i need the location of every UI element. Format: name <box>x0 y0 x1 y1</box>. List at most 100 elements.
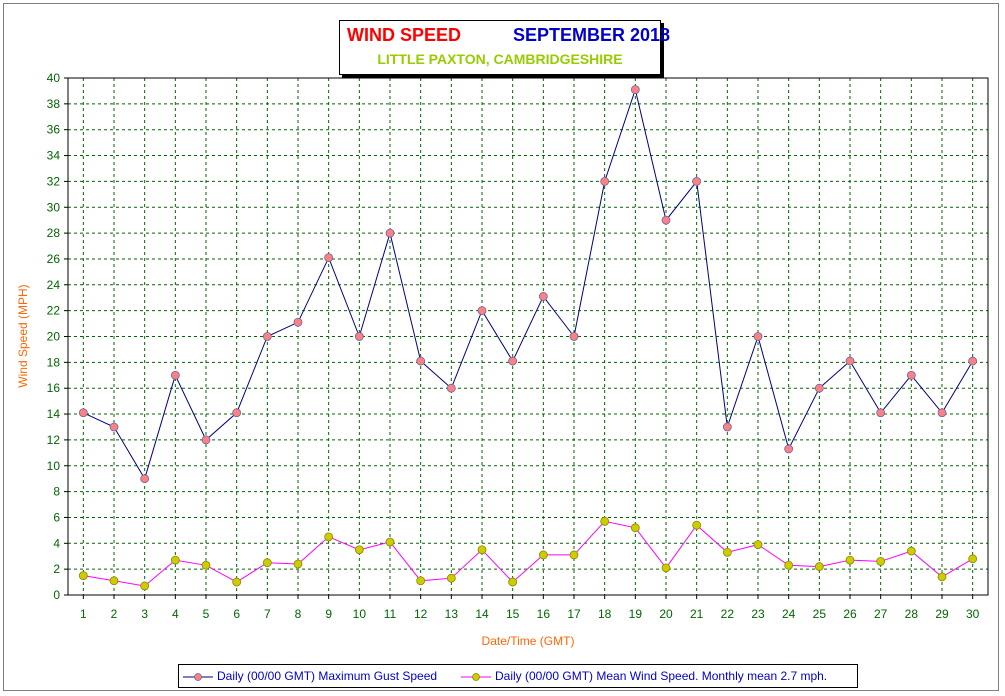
x-tick-label: 5 <box>203 607 210 621</box>
data-point-gust <box>201 435 211 445</box>
plot-area <box>68 78 988 595</box>
x-tick-labels: 1 2 3 4 5 6 7 8 9 10 11 12 13 14 15 16 17 18 19 20 21 22 23 24 2… <box>80 607 980 621</box>
data-point-mean <box>569 550 579 560</box>
legend-mean-label: Daily (00/00 GMT) Mean Wind Speed. Month… <box>495 669 828 683</box>
data-point-mean <box>416 576 426 586</box>
data-point-mean <box>293 559 303 569</box>
data-point-mean <box>508 577 518 587</box>
y-tick-label: 40 <box>47 71 61 85</box>
x-tick-label: 21 <box>690 607 704 621</box>
data-point-gust <box>416 356 426 366</box>
data-point-mean <box>538 550 548 560</box>
data-point-gust <box>569 332 579 341</box>
data-point-mean <box>385 537 395 547</box>
x-tick-label: 7 <box>264 607 271 621</box>
y-tick-label: 8 <box>53 485 60 499</box>
data-point-mean <box>692 520 702 530</box>
x-tick-label: 4 <box>172 607 179 621</box>
data-point-gust <box>170 370 180 380</box>
y-tick-label: 28 <box>47 226 61 240</box>
y-tick-label: 32 <box>47 174 61 188</box>
x-tick-label: 24 <box>782 607 796 621</box>
y-tick-label: 34 <box>47 149 61 163</box>
x-tick-label: 20 <box>659 607 673 621</box>
data-point-mean <box>753 540 763 549</box>
data-point-gust <box>937 408 947 418</box>
x-tick-label: 16 <box>537 607 551 621</box>
data-point-gust <box>906 370 916 380</box>
x-tick-label: 19 <box>629 607 643 621</box>
x-tick-label: 18 <box>598 607 612 621</box>
data-point-gust <box>876 408 886 418</box>
x-tick-label: 26 <box>843 607 857 621</box>
data-point-mean <box>109 576 119 586</box>
x-tick-label: 9 <box>325 607 332 621</box>
data-point-mean <box>906 546 916 556</box>
y-tick-label: 16 <box>47 381 61 395</box>
legend-mean-marker-icon <box>461 673 491 681</box>
x-tick-label: 25 <box>813 607 827 621</box>
data-point-mean <box>78 571 88 581</box>
data-point-mean <box>722 547 732 557</box>
y-tick-label: 14 <box>47 407 61 421</box>
data-point-mean <box>784 560 794 570</box>
y-tick-label: 38 <box>47 97 61 111</box>
y-tick-label: 4 <box>53 536 60 550</box>
x-tick-label: 2 <box>111 607 118 621</box>
x-tick-label: 3 <box>141 607 148 621</box>
axes <box>64 77 989 599</box>
y-tick-label: 12 <box>47 433 61 447</box>
data-point-mean <box>354 545 364 555</box>
y-tick-label: 2 <box>53 562 60 576</box>
data-point-mean <box>661 563 671 573</box>
data-point-gust <box>446 383 456 393</box>
x-axis-label: Date/Time (GMT) <box>482 634 575 648</box>
y-tick-label: 18 <box>47 355 61 369</box>
data-point-gust <box>324 253 334 263</box>
data-point-gust <box>600 176 610 186</box>
y-tick-label: 6 <box>53 510 60 524</box>
data-point-gust <box>109 422 119 432</box>
y-tick-label: 10 <box>47 459 61 473</box>
data-point-mean <box>968 554 978 564</box>
title-box: WIND SPEED SEPTEMBER 2018 LITTLE PAXTON,… <box>339 20 670 75</box>
data-point-gust <box>140 474 150 484</box>
x-tick-label: 23 <box>751 607 765 621</box>
data-point-mean <box>630 523 640 533</box>
x-tick-label: 17 <box>567 607 581 621</box>
chart-title-left: WIND SPEED <box>347 25 462 45</box>
y-tick-label: 22 <box>47 304 61 318</box>
data-point-gust <box>538 292 548 301</box>
legend-gust-label: Daily (00/00 GMT) Maximum Gust Speed <box>217 669 438 683</box>
x-tick-label: 22 <box>721 607 735 621</box>
data-point-mean <box>600 516 610 526</box>
data-point-gust <box>722 422 732 432</box>
y-tick-label: 20 <box>47 330 61 344</box>
data-point-mean <box>446 573 456 583</box>
data-point-gust <box>293 317 303 327</box>
legend-gust-marker-icon <box>183 673 213 681</box>
x-tick-label: 1 <box>80 607 87 621</box>
data-point-mean <box>201 560 211 570</box>
data-point-mean <box>814 562 824 571</box>
data-point-mean <box>477 545 487 555</box>
data-point-gust <box>78 408 88 418</box>
data-point-mean <box>232 577 242 587</box>
data-point-gust <box>477 306 487 316</box>
data-point-gust <box>968 356 978 366</box>
data-point-gust <box>385 228 395 238</box>
y-axis-label: Wind Speed (MPH) <box>16 284 30 387</box>
x-tick-label: 8 <box>295 607 302 621</box>
x-tick-label: 14 <box>475 607 489 621</box>
data-point-gust <box>661 215 671 225</box>
chart-subtitle: LITTLE PAXTON, CAMBRIDGESHIRE <box>377 51 623 67</box>
data-point-gust <box>354 332 364 341</box>
series-group <box>78 85 978 591</box>
data-point-gust <box>262 332 272 341</box>
x-tick-label: 10 <box>353 607 367 621</box>
data-point-gust <box>753 332 763 341</box>
x-tick-label: 13 <box>445 607 459 621</box>
data-point-gust <box>692 176 702 186</box>
